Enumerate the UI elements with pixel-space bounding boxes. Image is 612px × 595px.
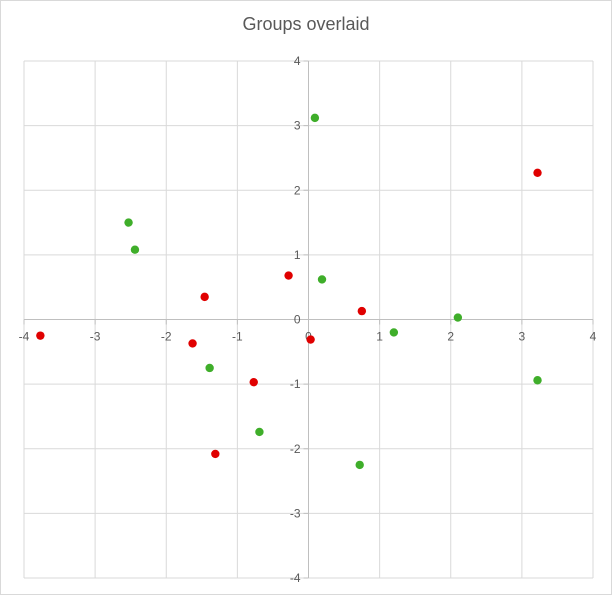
y-tick-label: -1 (290, 377, 301, 391)
data-point-series-1 (533, 168, 542, 178)
data-point-series-1 (36, 331, 45, 340)
x-tick-label: 2 (447, 330, 454, 344)
y-tick-label: -4 (290, 571, 301, 585)
data-point-series-1 (249, 377, 258, 387)
data-point-series-1 (357, 306, 367, 316)
data-point-series-1 (306, 335, 315, 344)
y-tick-label: 3 (294, 119, 301, 133)
y-tick-label: 2 (294, 183, 301, 197)
data-point-series-2 (533, 376, 542, 385)
x-tick-label: -1 (232, 330, 243, 344)
data-point-series-2 (317, 275, 327, 284)
data-point-series-1 (188, 339, 197, 348)
data-point-series-1 (200, 292, 209, 302)
data-point-series-2 (255, 427, 264, 437)
data-point-series-1 (211, 449, 220, 459)
chart-title: Groups overlaid (242, 14, 370, 34)
x-tick-label: 3 (519, 330, 526, 344)
x-tick-label: 1 (376, 330, 383, 344)
axes (23, 60, 594, 579)
data-point-series-2 (453, 313, 463, 322)
y-tick-label: -2 (290, 442, 301, 456)
data-point-series-2 (130, 245, 140, 254)
x-tick-label: -3 (90, 330, 101, 344)
data-points (36, 113, 542, 470)
data-point-series-2 (310, 113, 320, 123)
data-point-series-2 (205, 363, 214, 373)
data-point-series-2 (124, 218, 133, 227)
y-tick-label: 0 (294, 313, 301, 327)
data-point-series-2 (389, 328, 399, 337)
x-tick-label: -2 (161, 330, 172, 344)
x-tick-label: 4 (590, 330, 597, 344)
y-tick-label: 1 (294, 248, 301, 262)
x-tick-label: -4 (19, 330, 30, 344)
data-point-series-2 (355, 460, 364, 470)
y-tick-label: -3 (290, 506, 301, 520)
y-tick-label: 4 (294, 54, 301, 68)
data-point-series-1 (284, 271, 293, 280)
